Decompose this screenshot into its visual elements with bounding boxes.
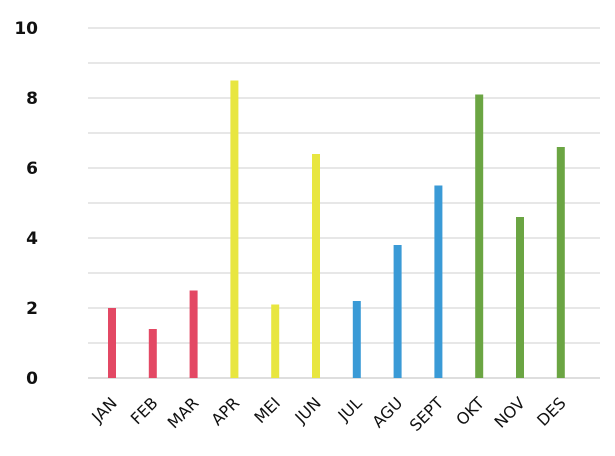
x-tick-label: JUN	[291, 393, 325, 427]
y-tick-label: 4	[26, 229, 38, 249]
x-tick-label: APR	[207, 393, 243, 429]
x-tick-label: DES	[533, 393, 569, 429]
y-tick-label: 2	[26, 299, 38, 319]
y-tick-label: 6	[26, 159, 38, 179]
bar-des	[556, 147, 565, 378]
x-axis-ticks: JAN FEB MAR APR MEI JUN JUL AGU SEPT OKT NOV DES	[87, 393, 569, 435]
bar-mei	[271, 304, 280, 378]
bar-okt	[475, 94, 484, 378]
x-tick-label: JAN	[87, 393, 120, 426]
bars	[108, 80, 565, 378]
x-tick-label: FEB	[127, 393, 162, 428]
y-axis-ticks: 0 2 4 6 8 10	[14, 19, 38, 389]
bar-apr	[230, 80, 239, 378]
x-tick-label: OKT	[452, 393, 488, 429]
x-tick-label: MEI	[250, 393, 284, 427]
x-tick-label: AGU	[368, 393, 406, 431]
bar-mar	[189, 290, 198, 378]
bar-sept	[434, 185, 443, 378]
bar-feb	[148, 329, 157, 378]
bar-nov	[516, 217, 524, 378]
x-tick-label: NOV	[490, 393, 528, 431]
gridlines	[88, 27, 600, 344]
x-tick-label: SEPT	[406, 393, 448, 435]
bar-jun	[312, 154, 320, 378]
bar-jul	[352, 301, 361, 378]
x-tick-label: JUL	[334, 393, 366, 425]
x-tick-label: MAR	[164, 393, 203, 432]
bar-jan	[108, 308, 116, 378]
y-tick-label: 8	[26, 89, 38, 109]
y-tick-label: 10	[14, 19, 38, 39]
bar-agu	[393, 245, 402, 378]
y-tick-label: 0	[26, 369, 38, 389]
